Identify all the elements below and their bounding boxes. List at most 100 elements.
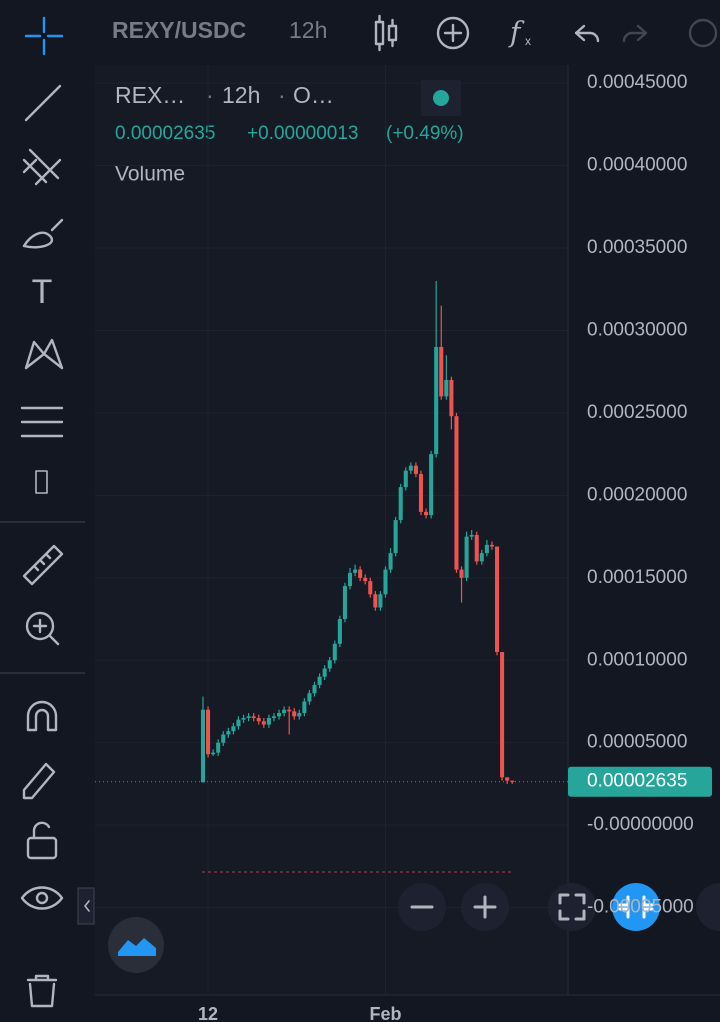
legend-exchange: O… bbox=[293, 82, 334, 108]
candle-body bbox=[277, 713, 282, 717]
candle-body bbox=[231, 726, 236, 732]
y-tick-label: -0.00005000 bbox=[587, 897, 694, 918]
legend-separator: · bbox=[278, 82, 286, 108]
candle-body bbox=[469, 534, 474, 537]
legend-indicator: Volume bbox=[115, 163, 185, 186]
candle-body bbox=[287, 709, 292, 712]
y-tick-label: 0.00045000 bbox=[587, 72, 687, 93]
lock-drawing-tool[interactable] bbox=[22, 762, 56, 800]
legend-separator: · bbox=[206, 82, 214, 108]
candle-body bbox=[398, 487, 403, 521]
candle-body bbox=[322, 668, 327, 677]
candle-body bbox=[429, 454, 434, 516]
candle-body bbox=[241, 717, 246, 720]
candle-body bbox=[271, 716, 276, 718]
scroll-button[interactable] bbox=[696, 883, 720, 931]
y-tick-label: -0.00000000 bbox=[587, 814, 694, 835]
zoom-tool[interactable] bbox=[25, 611, 60, 646]
legend-close: 0.00002635 bbox=[115, 123, 215, 144]
legend-interval: 12h bbox=[222, 82, 260, 108]
redo-button[interactable] bbox=[622, 24, 648, 43]
candle-body bbox=[510, 780, 515, 782]
candle-body bbox=[347, 572, 353, 587]
candle-body bbox=[459, 569, 464, 578]
candle-body bbox=[373, 594, 378, 608]
market-status bbox=[433, 90, 449, 106]
candle-body bbox=[292, 711, 297, 717]
icon-tool[interactable] bbox=[35, 470, 48, 494]
y-tick-label: 0.00015000 bbox=[587, 567, 687, 588]
top-bar: REXY/USDC 12h f x bbox=[24, 14, 718, 56]
undo-button[interactable] bbox=[574, 24, 600, 43]
legend-symbol[interactable]: REX… bbox=[115, 82, 185, 108]
x-tick-label: 12 bbox=[198, 1004, 218, 1022]
candle-body bbox=[216, 742, 221, 753]
candle-body bbox=[246, 716, 251, 718]
candle-body bbox=[221, 734, 226, 743]
y-tick-label: 0.00025000 bbox=[587, 402, 687, 423]
text-tool[interactable]: T bbox=[32, 273, 53, 311]
add-indicator-button[interactable] bbox=[436, 16, 470, 50]
candle-body bbox=[251, 716, 256, 718]
brush-tool[interactable] bbox=[22, 218, 64, 249]
legend-change: +0.00000013 bbox=[247, 123, 358, 144]
lock-tool[interactable] bbox=[26, 821, 58, 860]
candle-body bbox=[439, 346, 444, 397]
drawing-toolbar: T bbox=[20, 84, 64, 1008]
candle-body bbox=[363, 577, 368, 582]
crosshair-tool[interactable] bbox=[24, 16, 64, 56]
candle-body bbox=[418, 473, 424, 512]
candle-body bbox=[393, 520, 398, 554]
reset-scale-button[interactable] bbox=[612, 883, 660, 931]
candle-body bbox=[484, 544, 489, 554]
candle-body bbox=[342, 586, 347, 620]
candle-body bbox=[200, 709, 206, 783]
candle-body bbox=[489, 544, 494, 547]
candle-body bbox=[317, 676, 322, 685]
chart-type-button[interactable] bbox=[374, 14, 398, 52]
y-tick-label: 0.00035000 bbox=[587, 237, 687, 258]
candle-body bbox=[261, 721, 266, 725]
candle-body bbox=[505, 777, 510, 781]
y-tick-label: 0.00020000 bbox=[587, 484, 687, 505]
visibility-tool-pupil bbox=[35, 891, 49, 905]
candle-body bbox=[464, 536, 469, 578]
last-price-box bbox=[568, 766, 712, 797]
candle-body bbox=[282, 709, 287, 714]
chart-pane bbox=[95, 65, 568, 995]
visibility-tool[interactable] bbox=[20, 886, 64, 910]
candle-body bbox=[474, 534, 479, 562]
symbol[interactable]: REXY/USDC bbox=[112, 17, 246, 43]
last-price-label: 0.00002635 bbox=[587, 771, 687, 792]
prediction-tool[interactable] bbox=[20, 406, 64, 438]
trend-line-tool[interactable] bbox=[24, 84, 62, 122]
candle-body bbox=[211, 752, 216, 755]
candle-body bbox=[424, 511, 429, 516]
delete-tool[interactable] bbox=[26, 974, 58, 1008]
candle-body bbox=[368, 581, 373, 595]
legend-change-percent: (+0.49%) bbox=[386, 123, 464, 144]
candle-body bbox=[434, 346, 439, 455]
candle-body bbox=[266, 717, 271, 725]
y-tick-label: 0.00005000 bbox=[587, 732, 687, 753]
candle-body bbox=[226, 731, 231, 735]
fib-tool[interactable] bbox=[22, 148, 62, 186]
settings-button[interactable] bbox=[688, 18, 718, 48]
candle-body bbox=[358, 569, 363, 578]
candle-body bbox=[206, 709, 211, 755]
measure-tool[interactable] bbox=[22, 544, 64, 586]
pattern-tool[interactable] bbox=[24, 338, 64, 370]
interval[interactable]: 12h bbox=[289, 17, 327, 43]
indicators-button-x[interactable]: x bbox=[525, 34, 531, 48]
magnet-tool[interactable] bbox=[26, 700, 58, 732]
candle-body bbox=[302, 701, 307, 714]
candle-body bbox=[500, 652, 505, 778]
tradingview-logo[interactable] bbox=[108, 917, 164, 973]
candle-body bbox=[479, 553, 484, 562]
candle-body bbox=[388, 553, 393, 570]
candle-body bbox=[454, 416, 459, 570]
candle-body bbox=[312, 685, 317, 694]
x-tick-label: Feb bbox=[369, 1004, 401, 1022]
candle-body bbox=[353, 569, 358, 573]
